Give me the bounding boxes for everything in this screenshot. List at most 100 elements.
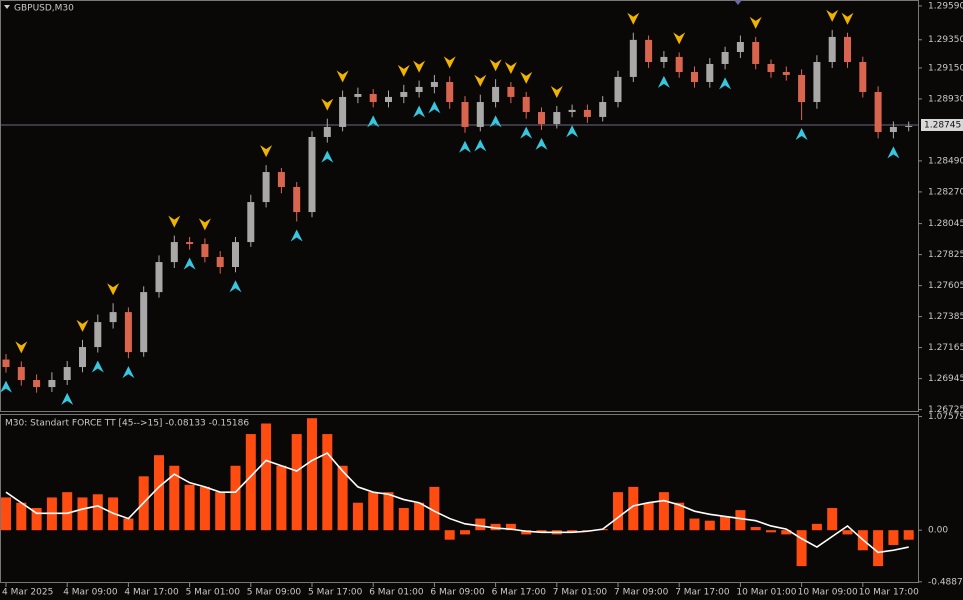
buy-arrow xyxy=(91,360,104,373)
candle-body xyxy=(216,257,224,268)
force-bar xyxy=(322,434,333,531)
x-tick-label: 4 Mar 2025 xyxy=(2,588,53,598)
force-bar xyxy=(811,523,822,531)
y-tick-label: 1.26945 xyxy=(928,374,963,384)
force-bar xyxy=(169,465,180,531)
candle-body xyxy=(492,86,500,103)
y-tick-label: 1.28045 xyxy=(928,219,963,229)
candle-body xyxy=(874,92,882,133)
sell-arrow xyxy=(550,85,563,98)
buy-arrow xyxy=(459,140,471,153)
buy-arrow xyxy=(887,146,900,159)
buy-arrow xyxy=(0,380,12,393)
force-bar xyxy=(383,492,394,531)
force-bar xyxy=(1,497,11,531)
force-bar xyxy=(505,523,516,531)
force-bar xyxy=(796,530,807,567)
force-bar xyxy=(888,530,899,545)
menu-triangle[interactable] xyxy=(4,5,10,9)
x-tick-label: 10 Mar 01:00 xyxy=(736,588,796,598)
force-bar xyxy=(567,530,578,533)
sell-arrow xyxy=(168,215,181,228)
candle-body xyxy=(308,136,316,213)
sell-arrow xyxy=(627,12,640,25)
candle-body xyxy=(859,62,867,93)
force-bar xyxy=(261,423,272,531)
candle-body xyxy=(446,82,454,103)
force-bar xyxy=(199,486,210,531)
buy-arrow xyxy=(183,257,196,270)
sell-arrow xyxy=(489,59,502,72)
buy-arrow xyxy=(535,137,548,150)
candle-body xyxy=(844,36,851,63)
shift-marker xyxy=(734,0,742,5)
force-bar xyxy=(720,516,731,531)
candle-body xyxy=(63,367,71,381)
candle-body xyxy=(430,82,438,87)
force-bar xyxy=(842,530,853,535)
force-bar xyxy=(827,508,838,531)
force-bar xyxy=(735,510,746,531)
candle-body xyxy=(752,42,760,64)
buy-arrow xyxy=(489,115,502,128)
sell-arrow xyxy=(504,62,517,75)
current-price-label: 1.28745 xyxy=(924,120,961,130)
candle-body xyxy=(155,262,163,293)
candle-body xyxy=(798,74,806,103)
sell-arrow xyxy=(413,60,426,73)
candle-body xyxy=(476,102,484,127)
candle-body xyxy=(385,96,392,103)
force-bar xyxy=(291,434,302,531)
indicator-panel-frame xyxy=(0,414,919,583)
candle-body xyxy=(339,96,347,127)
x-tick-label: 10 Mar 17:00 xyxy=(859,588,919,598)
force-bar xyxy=(398,508,409,531)
force-bar xyxy=(16,502,27,531)
sell-arrow xyxy=(15,341,28,354)
candle-body xyxy=(400,92,408,97)
candle-body xyxy=(293,186,301,213)
force-bar xyxy=(460,530,470,535)
candle-body xyxy=(553,112,561,124)
force-bar xyxy=(307,418,317,531)
force-bar xyxy=(613,492,623,531)
x-tick-label: 7 Mar 17:00 xyxy=(675,588,730,598)
y-tick-label: 1.07579 xyxy=(928,412,963,422)
candle-body xyxy=(905,125,913,127)
force-bar xyxy=(674,502,685,531)
sell-arrow xyxy=(76,319,89,332)
force-bar xyxy=(536,530,547,533)
force-bar xyxy=(245,434,256,531)
buy-arrow xyxy=(321,150,334,163)
candle-body xyxy=(109,312,117,323)
x-tick-label: 4 Mar 09:00 xyxy=(63,588,118,598)
candle-body xyxy=(813,62,821,103)
y-tick-label: 1.28270 xyxy=(928,187,963,197)
candle-body xyxy=(170,242,178,263)
force-bar xyxy=(704,520,715,531)
candle-body xyxy=(17,367,25,381)
buy-arrow xyxy=(520,126,533,139)
candle-body xyxy=(889,126,897,133)
force-bar xyxy=(750,527,761,531)
candle-body xyxy=(201,244,209,258)
candle-body xyxy=(232,242,239,268)
force-bar xyxy=(903,530,914,540)
candle-body xyxy=(323,126,331,137)
buy-arrow xyxy=(657,75,670,88)
sell-arrow xyxy=(520,71,533,84)
candle-body xyxy=(721,52,729,64)
candle-body xyxy=(599,102,607,117)
force-bar xyxy=(184,484,195,531)
buy-arrow xyxy=(413,105,426,118)
y-tick-label: 0.00 xyxy=(928,526,948,536)
candle-body xyxy=(767,63,775,73)
candle-body xyxy=(691,72,698,83)
candle-body xyxy=(262,172,270,203)
y-tick-label: 1.28930 xyxy=(928,94,963,104)
y-tick-label: -0.48873 xyxy=(928,577,963,587)
sell-arrow xyxy=(198,218,211,231)
candle-body xyxy=(354,93,362,97)
force-bar xyxy=(475,518,486,531)
